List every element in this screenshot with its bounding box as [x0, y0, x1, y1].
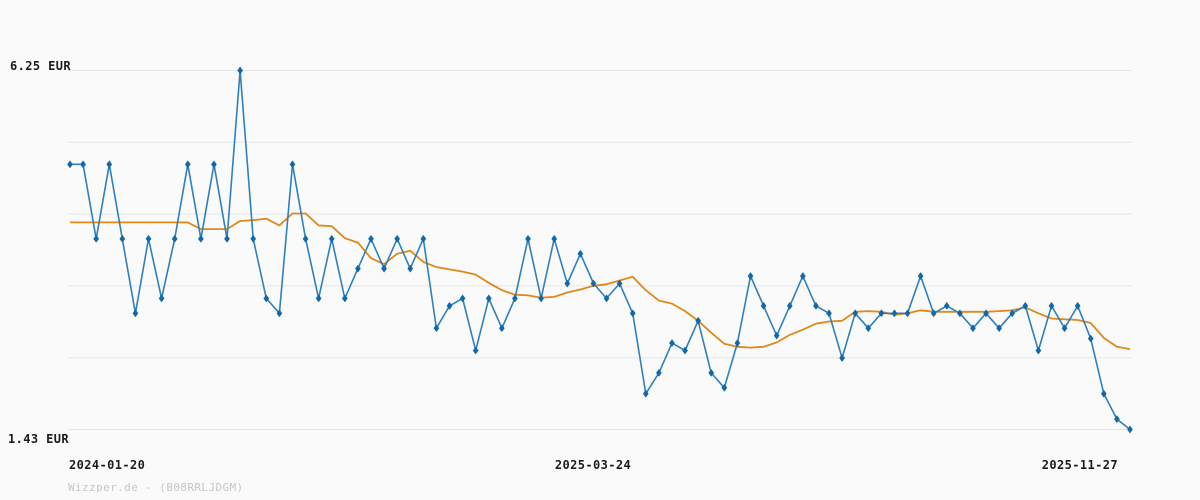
data-point-marker [943, 301, 950, 310]
data-point-marker [1061, 324, 1068, 333]
data-point-marker [956, 309, 963, 318]
data-point-marker [276, 309, 283, 318]
x-axis-label-start: 2024-01-20 [69, 458, 146, 472]
y-axis-min-label: 1.43 EUR [8, 432, 69, 446]
data-point-marker [1048, 301, 1055, 310]
data-point-marker [852, 309, 859, 318]
data-point-marker [1009, 309, 1016, 318]
data-point-marker [904, 309, 911, 318]
data-point-marker [171, 234, 178, 243]
data-point-marker [158, 294, 165, 303]
data-point-marker [237, 66, 244, 75]
data-point-marker [498, 324, 505, 333]
data-point-marker [695, 316, 702, 325]
data-point-marker [760, 301, 767, 310]
gridlines [68, 70, 1132, 430]
data-point-marker [590, 279, 597, 288]
data-point-marker [564, 279, 571, 288]
data-point-marker [341, 294, 348, 303]
data-point-marker [485, 294, 492, 303]
x-axis-label-end: 2025-11-27 [1041, 458, 1118, 472]
data-point-marker [1035, 346, 1042, 355]
data-point-marker [250, 234, 257, 243]
data-point-marker [119, 234, 126, 243]
data-point-marker [538, 294, 545, 303]
data-point-marker [315, 294, 322, 303]
data-point-marker [328, 234, 335, 243]
data-point-marker [930, 309, 937, 318]
data-point-marker [551, 234, 558, 243]
data-point-marker [381, 264, 387, 273]
data-point-marker [826, 309, 832, 318]
data-point-marker [603, 294, 610, 303]
x-axis-label-middle: 2025-03-24 [0, 458, 1200, 472]
data-point-marker [420, 234, 427, 243]
average-line [70, 212, 1131, 350]
data-point-marker [433, 324, 440, 333]
data-point-marker [708, 368, 715, 377]
data-point-marker [813, 301, 819, 310]
data-point-marker [799, 272, 806, 281]
data-point-marker [970, 324, 976, 333]
data-point-marker [459, 294, 466, 303]
data-point-marker [747, 272, 754, 281]
data-point-marker [734, 339, 741, 348]
data-point-marker [891, 309, 898, 318]
data-point-marker [446, 301, 453, 310]
data-point-marker [224, 234, 230, 243]
data-point-marker [577, 249, 584, 258]
price-markers [67, 66, 1133, 434]
data-point-marker [878, 309, 885, 318]
data-point-marker [289, 160, 296, 169]
data-point-marker [211, 160, 217, 169]
x-axis-label-middle-text: 2025-03-24 [554, 458, 632, 472]
data-point-marker [669, 339, 675, 348]
data-point-marker [616, 279, 623, 288]
data-point-marker [1127, 425, 1133, 434]
data-point-marker [865, 324, 872, 333]
data-point-marker [917, 272, 924, 281]
data-point-marker [525, 234, 531, 243]
data-point-marker [184, 160, 191, 169]
data-point-marker [145, 234, 152, 243]
price-line-path [70, 69, 1131, 431]
data-point-marker [512, 294, 518, 303]
data-point-marker [983, 309, 989, 318]
data-point-marker [132, 309, 139, 318]
data-point-marker [629, 309, 636, 318]
data-point-marker [1074, 301, 1081, 310]
price-line [70, 69, 1131, 431]
data-point-marker [1022, 301, 1029, 310]
data-point-marker [93, 234, 100, 243]
data-point-marker [773, 331, 780, 340]
data-point-marker [1114, 415, 1120, 424]
data-point-marker [354, 264, 361, 273]
data-point-marker [721, 383, 728, 392]
data-point-marker [197, 234, 204, 243]
data-point-marker [80, 160, 86, 169]
y-axis-max-label: 6.25 EUR [10, 59, 71, 73]
data-point-marker [67, 160, 73, 169]
data-point-marker [786, 301, 793, 310]
data-point-marker [1087, 334, 1094, 343]
data-point-marker [472, 346, 479, 355]
watermark-text: Wizzper.de - (B08RRLJDGM) [68, 481, 244, 494]
data-point-marker [394, 234, 401, 243]
data-point-marker [996, 324, 1003, 333]
data-point-marker [642, 389, 649, 398]
data-point-marker [839, 353, 846, 363]
data-point-marker [1100, 389, 1107, 398]
average-line-path [70, 212, 1131, 350]
data-point-marker [106, 160, 113, 169]
data-point-marker [655, 368, 662, 377]
data-point-marker [407, 264, 414, 273]
data-point-marker [682, 346, 688, 355]
data-point-marker [302, 234, 309, 243]
data-point-marker [263, 294, 270, 303]
data-point-marker [368, 234, 374, 243]
